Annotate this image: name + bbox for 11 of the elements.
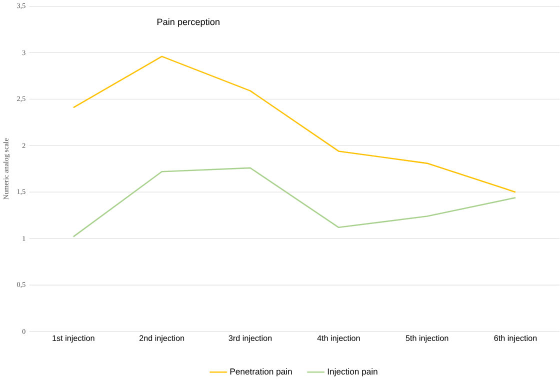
x-tick-label: 1st injection xyxy=(52,335,94,343)
x-tick-label: 3rd injection xyxy=(228,335,272,343)
text: Pain perception xyxy=(157,18,220,27)
line-series xyxy=(72,56,516,193)
legend-label: Penetration pain xyxy=(230,368,292,376)
x-tick-label: 4th injection xyxy=(317,335,360,343)
x-tick-label: 5th injection xyxy=(406,335,448,343)
x-tick-label: 6th injection xyxy=(494,335,537,343)
legend-label: Injection pain xyxy=(328,368,378,376)
x-tick-label: 2nd injection xyxy=(140,335,184,343)
line-series xyxy=(72,167,516,238)
